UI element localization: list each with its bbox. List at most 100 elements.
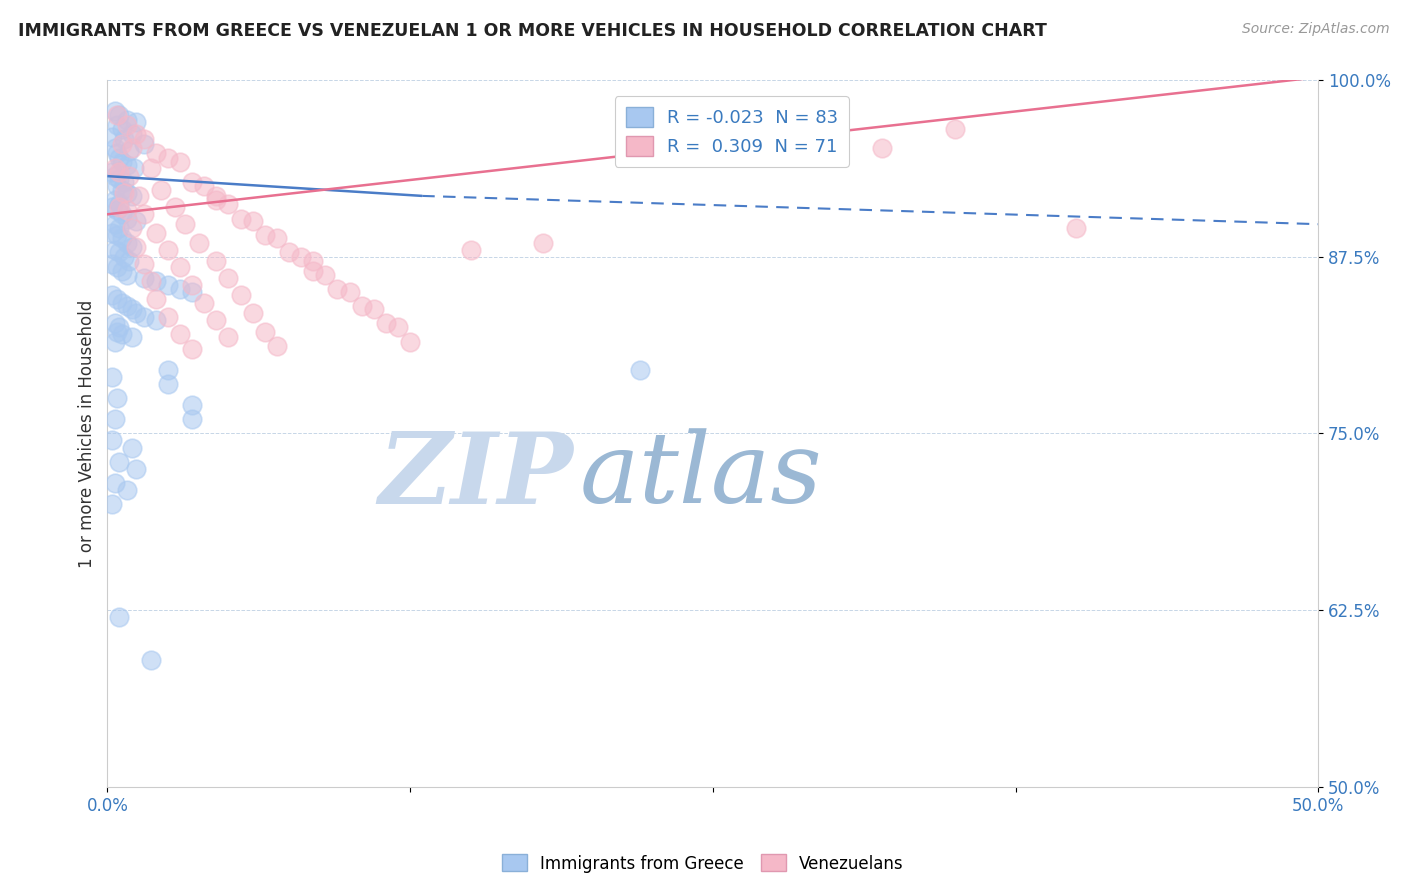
Point — [229, 211, 252, 226]
Point — [205, 254, 228, 268]
Point — [132, 271, 155, 285]
Point — [139, 652, 162, 666]
Point — [115, 118, 138, 132]
Point — [111, 155, 134, 169]
Point — [104, 243, 127, 257]
Point — [105, 325, 128, 339]
Point — [217, 330, 239, 344]
Point — [205, 313, 228, 327]
Point — [169, 260, 191, 274]
Point — [115, 211, 138, 226]
Point — [229, 288, 252, 302]
Point — [121, 330, 143, 344]
Point — [108, 245, 131, 260]
Point — [104, 316, 127, 330]
Point — [205, 189, 228, 203]
Point — [193, 179, 215, 194]
Point — [132, 257, 155, 271]
Point — [101, 200, 124, 214]
Point — [156, 310, 179, 325]
Point — [363, 301, 385, 316]
Point — [101, 165, 124, 179]
Point — [108, 200, 131, 214]
Point — [105, 108, 128, 122]
Point — [118, 254, 141, 268]
Point — [749, 104, 772, 119]
Point — [181, 285, 204, 299]
Point — [145, 313, 167, 327]
Point — [302, 254, 325, 268]
Point — [101, 226, 124, 240]
Point — [181, 342, 204, 356]
Point — [181, 175, 204, 189]
Point — [104, 217, 127, 231]
Legend: R = -0.023  N = 83, R =  0.309  N = 71: R = -0.023 N = 83, R = 0.309 N = 71 — [614, 96, 849, 167]
Point — [132, 310, 155, 325]
Point — [101, 497, 124, 511]
Point — [125, 306, 148, 320]
Point — [1064, 221, 1087, 235]
Point — [132, 132, 155, 146]
Point — [105, 228, 128, 243]
Point — [121, 301, 143, 316]
Y-axis label: 1 or more Vehicles in Household: 1 or more Vehicles in Household — [79, 300, 96, 567]
Point — [108, 172, 131, 186]
Point — [181, 398, 204, 412]
Point — [139, 274, 162, 288]
Point — [112, 175, 135, 189]
Point — [108, 610, 131, 624]
Point — [104, 334, 127, 349]
Point — [374, 316, 396, 330]
Point — [104, 141, 127, 155]
Point — [302, 264, 325, 278]
Point — [111, 207, 134, 221]
Point — [121, 189, 143, 203]
Point — [290, 250, 312, 264]
Point — [266, 231, 288, 245]
Point — [156, 243, 179, 257]
Point — [108, 165, 131, 179]
Point — [108, 108, 131, 122]
Point — [101, 369, 124, 384]
Point — [125, 240, 148, 254]
Point — [115, 299, 138, 313]
Point — [121, 240, 143, 254]
Point — [181, 412, 204, 426]
Point — [205, 193, 228, 207]
Point — [115, 235, 138, 250]
Point — [118, 169, 141, 183]
Point — [531, 235, 554, 250]
Point — [156, 376, 179, 391]
Point — [101, 434, 124, 448]
Point — [217, 197, 239, 211]
Point — [132, 207, 155, 221]
Point — [121, 141, 143, 155]
Point — [121, 221, 143, 235]
Point — [181, 277, 204, 292]
Point — [242, 214, 264, 228]
Point — [105, 179, 128, 194]
Point — [145, 226, 167, 240]
Point — [156, 363, 179, 377]
Point — [108, 197, 131, 211]
Point — [105, 118, 128, 132]
Point — [156, 151, 179, 165]
Point — [105, 260, 128, 274]
Point — [104, 169, 127, 183]
Point — [188, 235, 211, 250]
Point — [118, 144, 141, 158]
Point — [253, 228, 276, 243]
Point — [115, 186, 138, 200]
Point — [145, 146, 167, 161]
Point — [111, 136, 134, 151]
Point — [108, 221, 131, 235]
Legend: Immigrants from Greece, Venezuelans: Immigrants from Greece, Venezuelans — [495, 847, 911, 880]
Point — [115, 202, 138, 217]
Point — [242, 306, 264, 320]
Point — [111, 231, 134, 245]
Point — [111, 264, 134, 278]
Point — [105, 391, 128, 405]
Point — [115, 158, 138, 172]
Point — [112, 186, 135, 200]
Point — [628, 136, 651, 151]
